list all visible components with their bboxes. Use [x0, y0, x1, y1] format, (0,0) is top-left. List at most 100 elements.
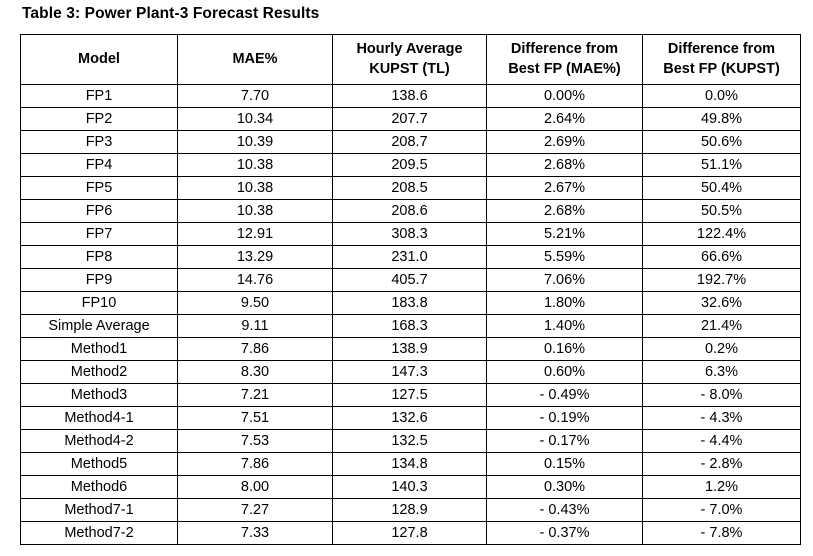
cell-diff-mae: 1.80%: [486, 291, 643, 315]
cell-diff-mae: 0.15%: [486, 452, 643, 476]
cell-model: Method6: [20, 475, 178, 499]
cell-diff-kupst: 192.7%: [642, 268, 801, 292]
cell-model: FP2: [20, 107, 178, 131]
cell-mae: 7.21: [177, 383, 333, 407]
cell-mae: 8.00: [177, 475, 333, 499]
table-row: FP1 7.70 138.6 0.00% 0.0%: [20, 84, 801, 108]
cell-diff-kupst: - 7.0%: [642, 498, 801, 522]
cell-mae: 7.51: [177, 406, 333, 430]
table-row: Method7-1 7.27 128.9 - 0.43% - 7.0%: [20, 498, 801, 522]
cell-diff-kupst: 32.6%: [642, 291, 801, 315]
cell-diff-mae: 2.68%: [486, 153, 643, 177]
cell-diff-mae: 0.30%: [486, 475, 643, 499]
table-header: Model MAE% Hourly Average KUPST (TL) Dif…: [20, 34, 801, 85]
cell-diff-mae: 0.16%: [486, 337, 643, 361]
header-model: Model: [20, 34, 178, 85]
cell-diff-kupst: 122.4%: [642, 222, 801, 246]
cell-diff-kupst: - 2.8%: [642, 452, 801, 476]
cell-mae: 10.38: [177, 176, 333, 200]
cell-diff-mae: 2.64%: [486, 107, 643, 131]
table-row: FP2 10.34 207.7 2.64% 49.8%: [20, 107, 801, 131]
cell-diff-kupst: 50.4%: [642, 176, 801, 200]
cell-model: Method7-2: [20, 521, 178, 545]
table-row: Method5 7.86 134.8 0.15% - 2.8%: [20, 452, 801, 476]
cell-diff-mae: 2.67%: [486, 176, 643, 200]
cell-mae: 7.53: [177, 429, 333, 453]
cell-diff-mae: 2.69%: [486, 130, 643, 154]
cell-diff-mae: - 0.43%: [486, 498, 643, 522]
header-kupst: Hourly Average KUPST (TL): [332, 34, 487, 85]
cell-model: FP7: [20, 222, 178, 246]
cell-mae: 14.76: [177, 268, 333, 292]
cell-kupst: 208.7: [332, 130, 487, 154]
header-row: Model MAE% Hourly Average KUPST (TL) Dif…: [20, 34, 801, 85]
cell-mae: 9.11: [177, 314, 333, 338]
cell-diff-kupst: - 7.8%: [642, 521, 801, 545]
cell-model: FP8: [20, 245, 178, 269]
cell-diff-kupst: 1.2%: [642, 475, 801, 499]
cell-kupst: 207.7: [332, 107, 487, 131]
table-caption: Table 3: Power Plant-3 Forecast Results: [22, 5, 320, 22]
cell-model: Method1: [20, 337, 178, 361]
forecast-results-table: Model MAE% Hourly Average KUPST (TL) Dif…: [20, 34, 801, 545]
cell-mae: 13.29: [177, 245, 333, 269]
table-row: Method1 7.86 138.9 0.16% 0.2%: [20, 337, 801, 361]
cell-kupst: 209.5: [332, 153, 487, 177]
cell-mae: 10.38: [177, 199, 333, 223]
cell-diff-kupst: 50.6%: [642, 130, 801, 154]
cell-kupst: 132.6: [332, 406, 487, 430]
cell-diff-kupst: 49.8%: [642, 107, 801, 131]
table-row: Method4-1 7.51 132.6 - 0.19% - 4.3%: [20, 406, 801, 430]
cell-diff-kupst: 21.4%: [642, 314, 801, 338]
cell-kupst: 127.8: [332, 521, 487, 545]
cell-mae: 8.30: [177, 360, 333, 384]
cell-model: FP5: [20, 176, 178, 200]
table-row: Simple Average 9.11 168.3 1.40% 21.4%: [20, 314, 801, 338]
table-row: FP3 10.39 208.7 2.69% 50.6%: [20, 130, 801, 154]
cell-model: FP1: [20, 84, 178, 108]
cell-mae: 12.91: [177, 222, 333, 246]
header-diff-kupst: Difference from Best FP (KUPST): [642, 34, 801, 85]
cell-diff-kupst: 6.3%: [642, 360, 801, 384]
cell-diff-kupst: 50.5%: [642, 199, 801, 223]
cell-diff-mae: 2.68%: [486, 199, 643, 223]
table-row: Method6 8.00 140.3 0.30% 1.2%: [20, 475, 801, 499]
cell-kupst: 127.5: [332, 383, 487, 407]
table-row: FP9 14.76 405.7 7.06% 192.7%: [20, 268, 801, 292]
table-row: FP4 10.38 209.5 2.68% 51.1%: [20, 153, 801, 177]
cell-diff-kupst: 51.1%: [642, 153, 801, 177]
cell-kupst: 208.6: [332, 199, 487, 223]
table-row: FP5 10.38 208.5 2.67% 50.4%: [20, 176, 801, 200]
cell-mae: 10.39: [177, 130, 333, 154]
header-mae: MAE%: [177, 34, 333, 85]
cell-kupst: 183.8: [332, 291, 487, 315]
cell-model: Method4-1: [20, 406, 178, 430]
cell-mae: 10.34: [177, 107, 333, 131]
cell-model: Method3: [20, 383, 178, 407]
cell-model: Method7-1: [20, 498, 178, 522]
cell-kupst: 308.3: [332, 222, 487, 246]
cell-kupst: 138.9: [332, 337, 487, 361]
table-row: Method7-2 7.33 127.8 - 0.37% - 7.8%: [20, 521, 801, 545]
cell-kupst: 140.3: [332, 475, 487, 499]
cell-diff-mae: 5.21%: [486, 222, 643, 246]
header-diff-mae: Difference from Best FP (MAE%): [486, 34, 643, 85]
cell-diff-mae: 0.00%: [486, 84, 643, 108]
cell-mae: 7.86: [177, 337, 333, 361]
table-body: FP1 7.70 138.6 0.00% 0.0% FP2 10.34 207.…: [20, 84, 801, 545]
cell-kupst: 128.9: [332, 498, 487, 522]
cell-diff-mae: - 0.49%: [486, 383, 643, 407]
cell-kupst: 138.6: [332, 84, 487, 108]
cell-diff-kupst: 0.2%: [642, 337, 801, 361]
cell-mae: 7.27: [177, 498, 333, 522]
cell-kupst: 405.7: [332, 268, 487, 292]
cell-model: FP4: [20, 153, 178, 177]
cell-model: FP3: [20, 130, 178, 154]
cell-diff-mae: - 0.19%: [486, 406, 643, 430]
table-row: Method2 8.30 147.3 0.60% 6.3%: [20, 360, 801, 384]
cell-diff-kupst: - 4.3%: [642, 406, 801, 430]
cell-model: Simple Average: [20, 314, 178, 338]
cell-diff-mae: 5.59%: [486, 245, 643, 269]
cell-kupst: 208.5: [332, 176, 487, 200]
cell-kupst: 132.5: [332, 429, 487, 453]
